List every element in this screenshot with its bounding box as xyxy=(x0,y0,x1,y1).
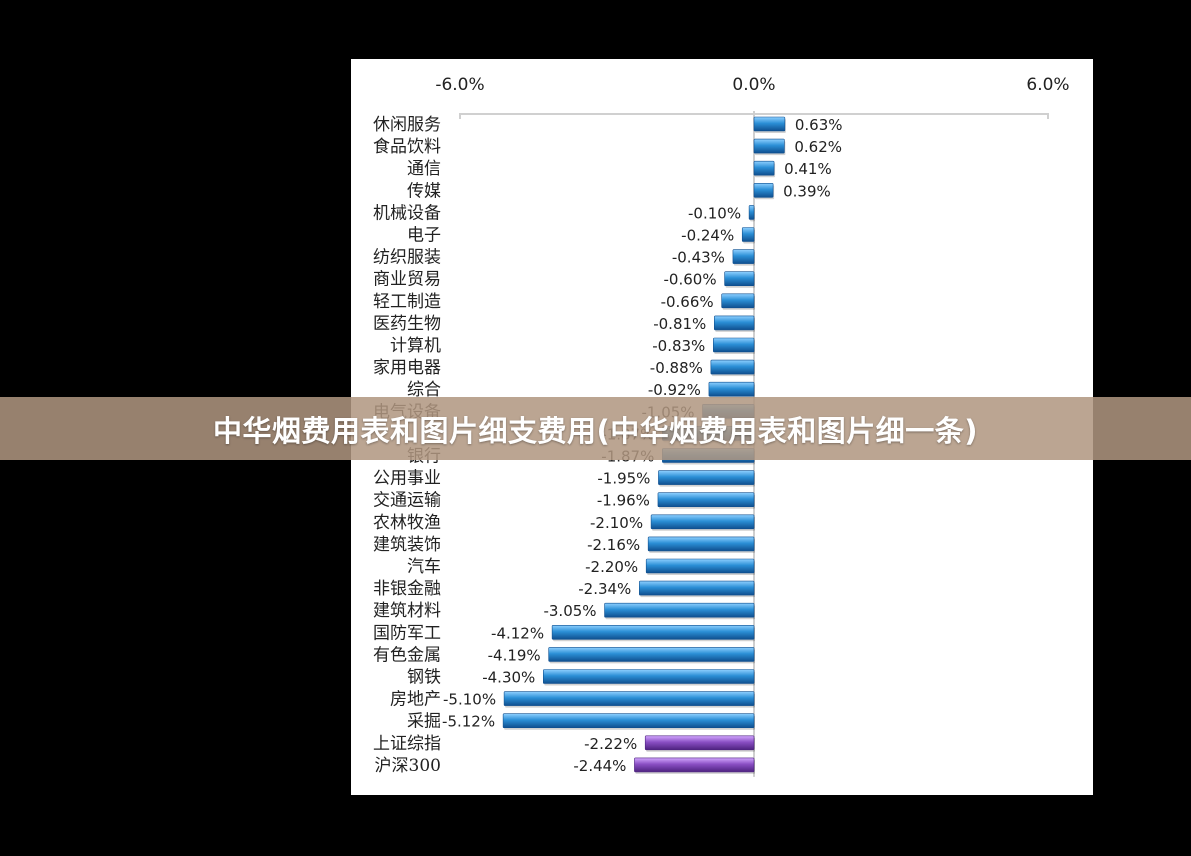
value-label: -0.24% xyxy=(681,227,734,245)
category-label: 机械设备 xyxy=(373,203,441,223)
category-label: 有色金属 xyxy=(373,645,441,665)
category-label: 采掘 xyxy=(407,712,441,732)
value-label: -0.83% xyxy=(652,337,705,355)
industry-bar xyxy=(708,381,755,397)
industry-bar xyxy=(710,359,755,375)
x-tick-label: 0.0% xyxy=(732,75,775,95)
value-label: -2.16% xyxy=(587,536,640,554)
value-label: -0.81% xyxy=(653,315,706,333)
category-label: 农林牧渔 xyxy=(373,513,441,533)
industry-bar xyxy=(714,315,755,331)
value-label: -4.19% xyxy=(488,646,541,664)
value-label: -1.95% xyxy=(597,470,650,488)
category-label: 食品饮料 xyxy=(373,137,441,157)
industry-bar xyxy=(732,249,755,264)
title-banner: 中华烟费用表和图片细支费用(中华烟费用表和图片细一条) xyxy=(0,397,1191,460)
value-label: -5.12% xyxy=(442,713,495,731)
industry-bar xyxy=(657,492,755,508)
industry-bar xyxy=(658,470,755,485)
value-label: -2.20% xyxy=(585,558,638,576)
industry-bar xyxy=(753,116,786,132)
category-label: 钢铁 xyxy=(407,668,441,688)
value-label: -5.10% xyxy=(443,691,496,709)
category-label: 交通运输 xyxy=(373,491,441,511)
industry-bar xyxy=(543,669,755,684)
category-label: 公用事业 xyxy=(373,469,441,489)
industry-bar xyxy=(650,514,755,530)
value-label: -0.60% xyxy=(664,271,717,289)
industry-bar xyxy=(753,183,774,198)
value-label: -2.10% xyxy=(590,514,643,532)
category-label: 电子 xyxy=(407,226,441,246)
value-label: 0.63% xyxy=(795,116,843,134)
industry-bar xyxy=(741,227,755,242)
industry-bar xyxy=(502,713,755,729)
value-label: 0.62% xyxy=(794,138,842,156)
value-label: -0.92% xyxy=(648,381,701,399)
industry-bar xyxy=(647,536,755,552)
bar-series xyxy=(502,116,786,774)
category-label: 通信 xyxy=(407,159,441,179)
value-label: -4.12% xyxy=(491,624,544,642)
value-label: -0.88% xyxy=(650,359,703,377)
index-bar xyxy=(634,757,755,773)
category-label: 上证综指 xyxy=(373,734,441,754)
category-label: 医药生物 xyxy=(373,314,441,334)
category-label: 商业贸易 xyxy=(373,270,441,290)
industry-bar xyxy=(548,647,755,662)
industry-bar xyxy=(713,337,755,353)
category-label: 建筑材料 xyxy=(373,601,441,621)
industry-bar xyxy=(721,293,755,309)
value-label: -0.10% xyxy=(688,204,741,222)
value-label: -2.34% xyxy=(578,580,631,598)
x-tick-label: -6.0% xyxy=(435,75,484,95)
industry-bar xyxy=(604,602,755,618)
x-tick-label: 6.0% xyxy=(1026,75,1069,95)
value-label: -3.05% xyxy=(543,602,596,620)
value-label: -1.96% xyxy=(597,492,650,510)
category-label: 传媒 xyxy=(407,181,441,201)
index-bar xyxy=(644,735,755,751)
category-label: 沪深300 xyxy=(375,756,441,776)
category-label: 休闲服务 xyxy=(373,115,441,135)
industry-bar xyxy=(753,138,785,154)
value-label: -4.30% xyxy=(482,669,535,687)
category-label: 家用电器 xyxy=(373,358,441,378)
bar-chart: -6.0% 0.0% 6.0% 休闲服务 0.63% 食品饮料 0.62% 通信 0.41% 传… xyxy=(373,75,1070,777)
value-label: 0.39% xyxy=(783,182,831,200)
category-label: 综合 xyxy=(407,380,441,400)
category-label: 计算机 xyxy=(390,336,441,356)
category-label: 汽车 xyxy=(407,557,441,577)
category-label: 建筑装饰 xyxy=(373,535,441,555)
value-label: -0.66% xyxy=(661,293,714,311)
value-label: -0.43% xyxy=(672,249,725,267)
category-label: 轻工制造 xyxy=(373,292,441,312)
industry-bar xyxy=(503,691,755,706)
category-label: 国防军工 xyxy=(373,623,441,643)
industry-bar xyxy=(551,624,755,640)
industry-bar xyxy=(748,205,755,220)
industry-bar xyxy=(753,160,775,176)
category-label: 房地产 xyxy=(390,690,441,710)
industry-bar xyxy=(639,580,755,596)
category-label: 纺织服装 xyxy=(373,248,441,268)
category-label: 非银金融 xyxy=(373,579,441,599)
industry-bar xyxy=(645,558,755,574)
value-label: 0.41% xyxy=(784,160,832,178)
value-label: -2.22% xyxy=(584,735,637,753)
industry-bar xyxy=(724,271,755,286)
value-label: -2.44% xyxy=(573,757,626,775)
banner-title: 中华烟费用表和图片细支费用(中华烟费用表和图片细一条) xyxy=(212,413,978,448)
